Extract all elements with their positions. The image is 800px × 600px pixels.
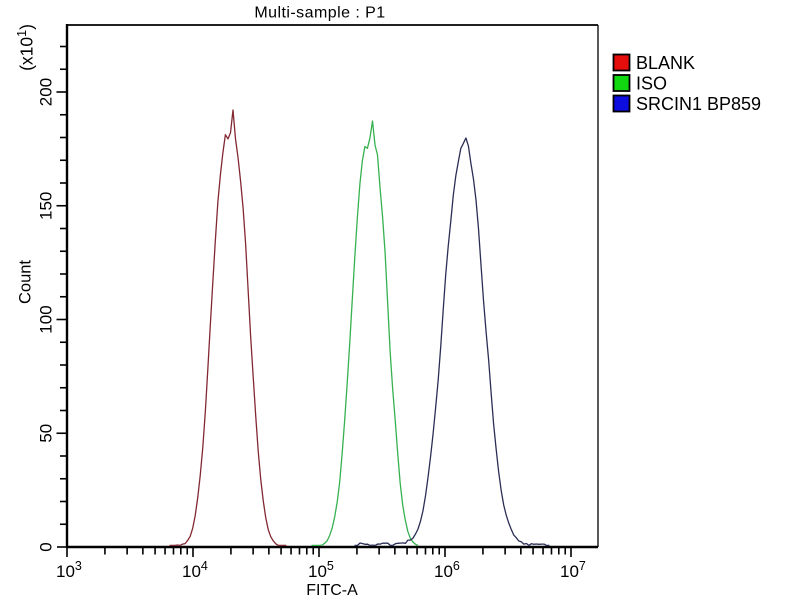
svg-text:100: 100 [37,305,56,333]
svg-text:SRCIN1 BP859: SRCIN1 BP859 [636,94,761,114]
svg-text:(x101): (x101) [15,24,37,71]
svg-text:103: 103 [56,559,82,581]
svg-text:0: 0 [37,542,56,551]
svg-text:50: 50 [37,424,56,443]
svg-text:FITC-A: FITC-A [306,582,358,599]
svg-text:Count: Count [17,260,35,304]
svg-text:104: 104 [182,559,208,581]
svg-text:105: 105 [308,559,334,581]
svg-text:107: 107 [560,559,586,581]
svg-text:Multi-sample : P1: Multi-sample : P1 [254,5,385,22]
svg-text:ISO: ISO [636,74,667,94]
svg-text:150: 150 [37,192,56,220]
svg-text:200: 200 [37,78,56,106]
svg-text:106: 106 [434,559,460,581]
svg-text:BLANK: BLANK [636,53,695,73]
